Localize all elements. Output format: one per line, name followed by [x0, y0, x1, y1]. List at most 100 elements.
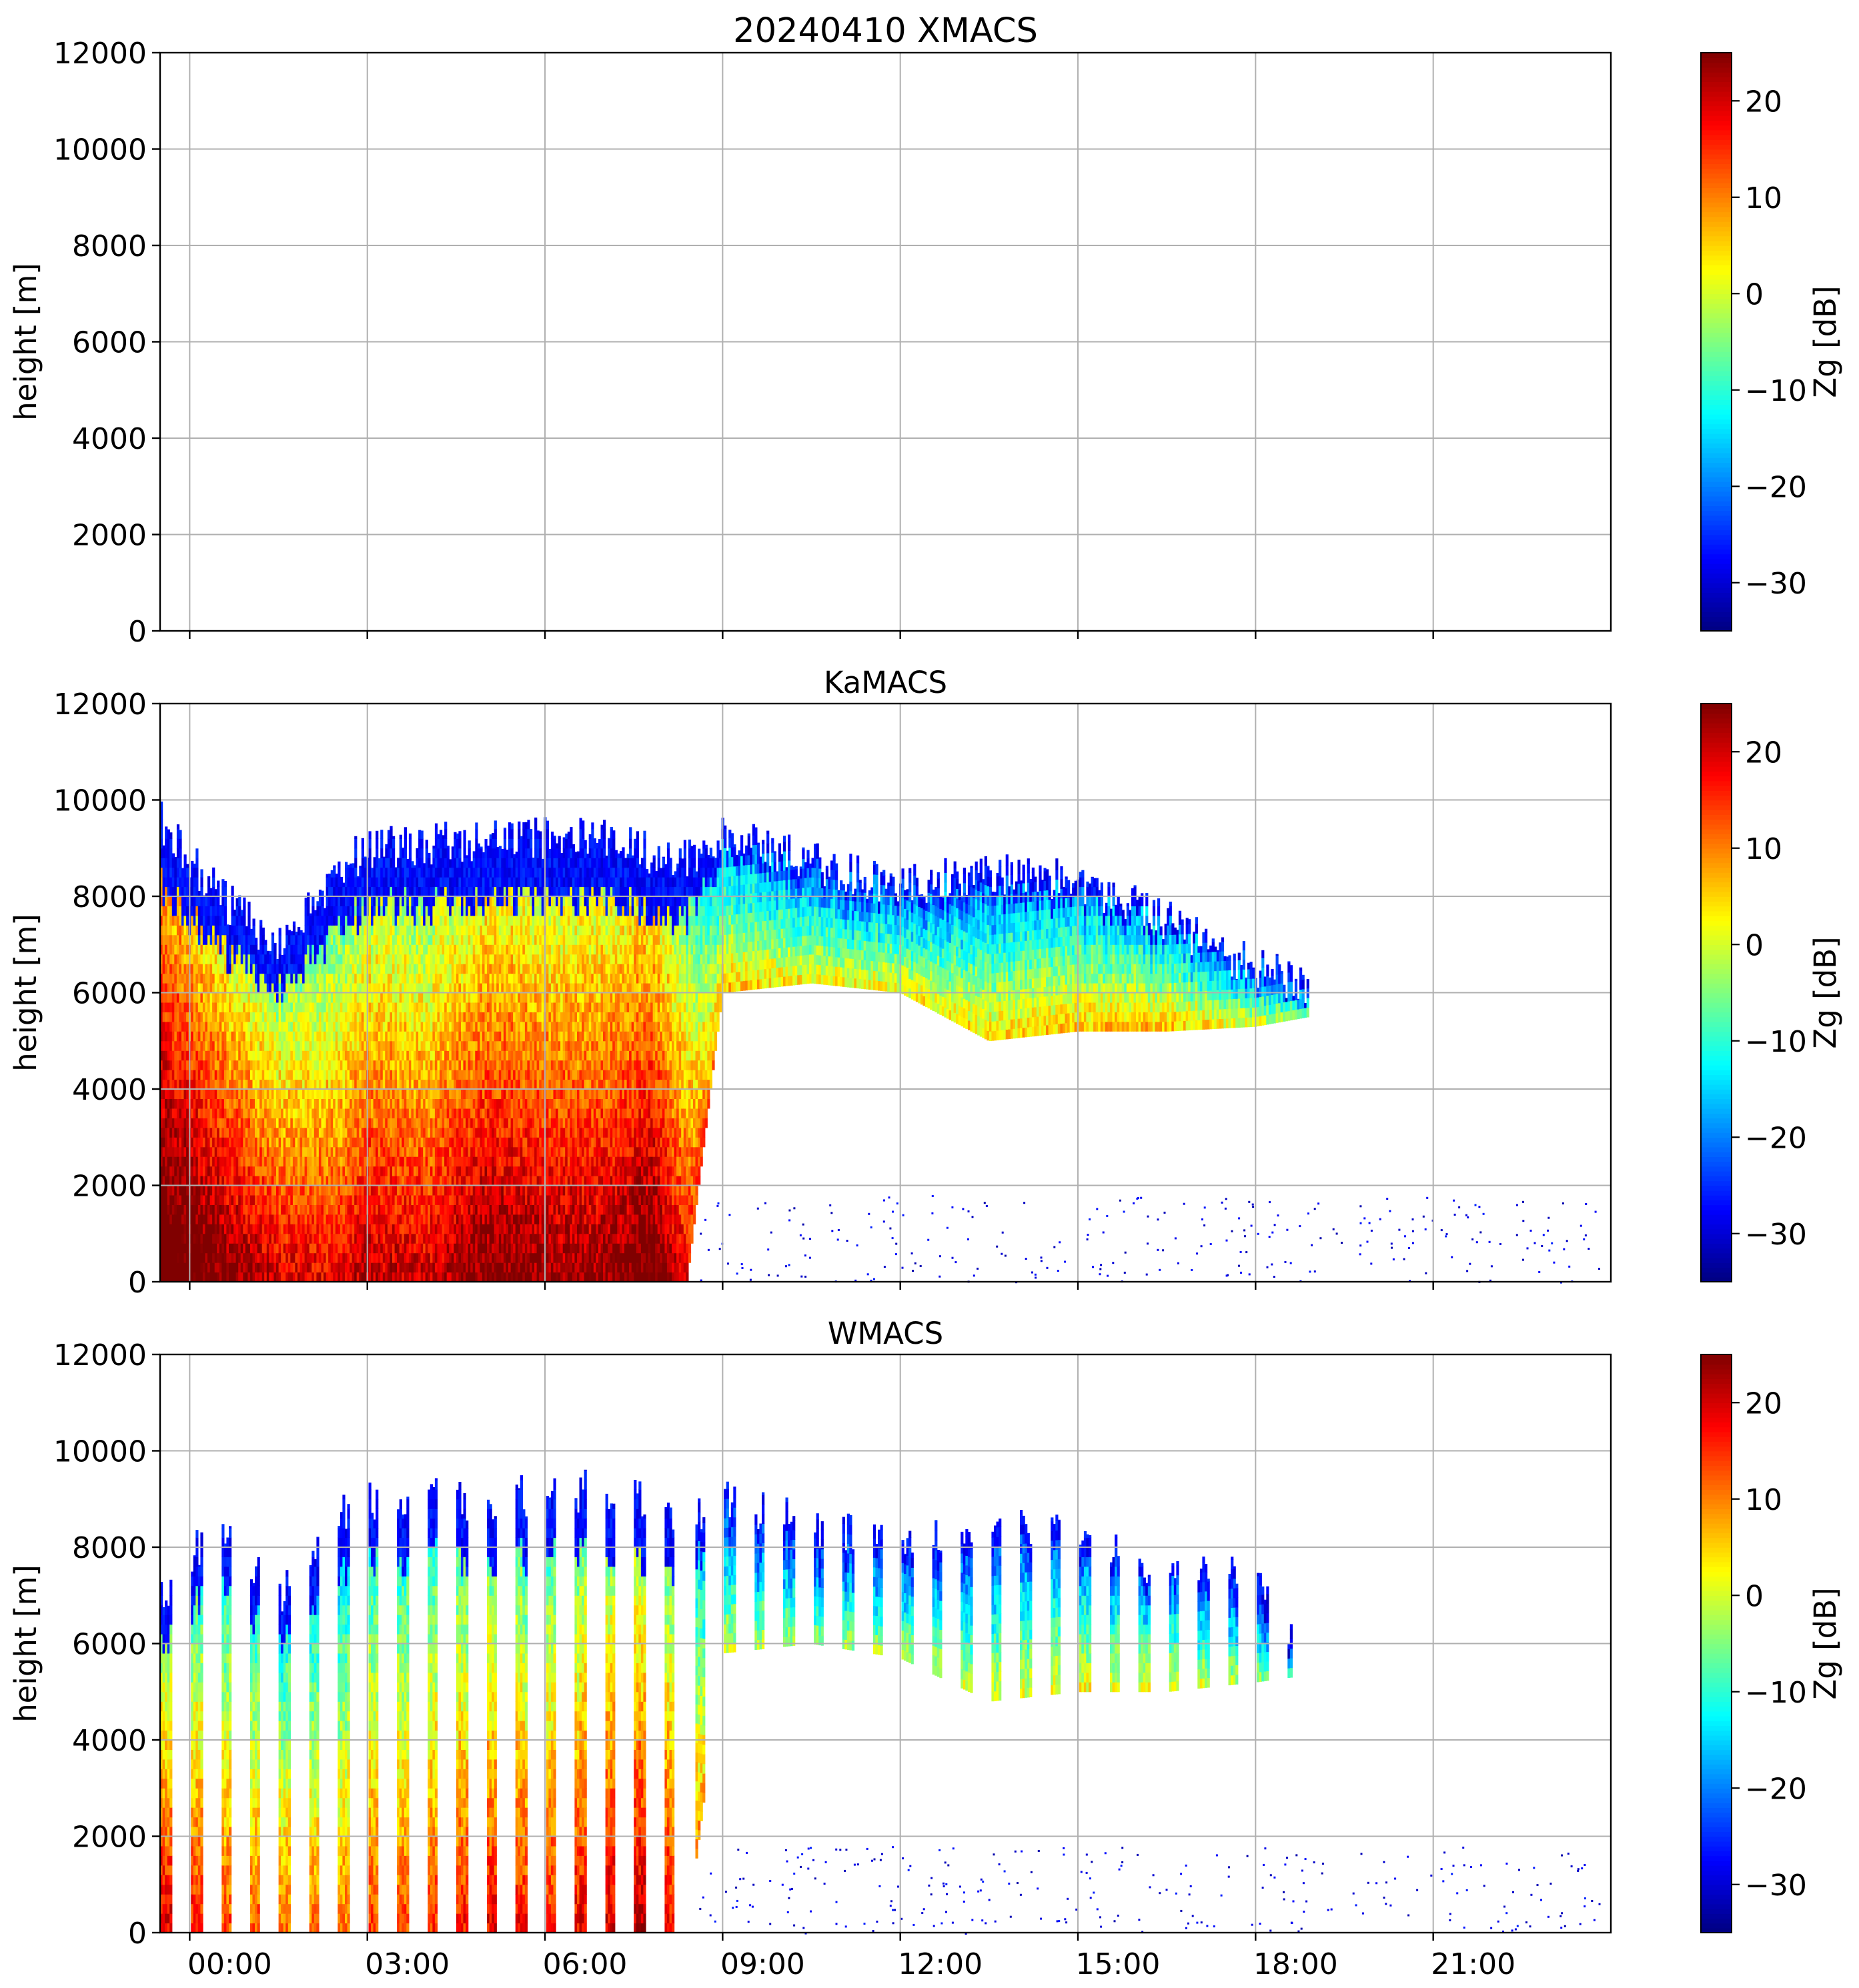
reflectivity-cell — [233, 1040, 237, 1051]
reflectivity-cell — [209, 1166, 213, 1176]
reflectivity-cell — [221, 964, 225, 974]
reflectivity-cell — [411, 1166, 414, 1176]
reflectivity-cell — [217, 1031, 220, 1042]
reflectivity-cell — [425, 1146, 428, 1157]
reflectivity-cell — [266, 1224, 269, 1234]
reflectivity-cell — [380, 1176, 384, 1186]
reflectivity-cell — [356, 1137, 360, 1148]
reflectivity-cell — [259, 1060, 263, 1070]
reflectivity-cell — [191, 1021, 194, 1032]
reflectivity-cell — [361, 964, 364, 974]
reflectivity-cell — [264, 1021, 267, 1032]
reflectivity-cell — [371, 1021, 374, 1032]
reflectivity-cell — [171, 906, 175, 916]
reflectivity-cell — [249, 1243, 253, 1254]
reflectivity-cell — [214, 925, 217, 936]
reflectivity-cell — [356, 1118, 360, 1128]
reflectivity-cell — [235, 1089, 239, 1099]
reflectivity-cell — [183, 877, 187, 888]
reflectivity-cell — [255, 1233, 258, 1244]
reflectivity-cell — [271, 944, 275, 955]
reflectivity-cell — [169, 867, 173, 878]
reflectivity-cell — [200, 1118, 203, 1128]
reflectivity-cell — [380, 858, 384, 868]
y-tick-label: 2000 — [72, 519, 147, 553]
reflectivity-cell — [397, 1040, 400, 1051]
colorbar-swatch — [1701, 120, 1732, 126]
reflectivity-cell — [309, 1252, 312, 1263]
reflectivity-cell — [191, 1040, 194, 1051]
reflectivity-cell — [205, 1243, 208, 1254]
reflectivity-cell — [264, 1224, 267, 1234]
reflectivity-cell — [380, 1243, 384, 1254]
reflectivity-cell — [285, 1137, 289, 1148]
reflectivity-cell — [380, 1233, 384, 1244]
reflectivity-cell — [186, 1127, 189, 1138]
reflectivity-cell — [406, 1012, 410, 1022]
reflectivity-cell — [202, 1252, 206, 1263]
reflectivity-cell — [261, 1137, 265, 1148]
reflectivity-cell — [276, 1195, 279, 1205]
reflectivity-cell — [171, 1050, 175, 1061]
reflectivity-cell — [299, 1012, 303, 1022]
reflectivity-cell — [314, 1098, 317, 1109]
reflectivity-cell — [392, 1040, 396, 1051]
reflectivity-cell — [226, 1060, 229, 1070]
reflectivity-cell — [416, 1166, 419, 1176]
colorbar-swatch — [1701, 471, 1732, 477]
reflectivity-cell — [209, 1002, 213, 1012]
reflectivity-cell — [271, 1243, 275, 1254]
reflectivity-cell — [233, 925, 237, 936]
reflectivity-cell — [181, 1089, 185, 1099]
reflectivity-cell — [420, 830, 424, 839]
reflectivity-cell — [420, 1098, 424, 1109]
reflectivity-cell — [209, 1012, 213, 1022]
reflectivity-cell — [385, 1137, 388, 1148]
reflectivity-cell — [221, 1185, 225, 1196]
reflectivity-cell — [212, 964, 215, 974]
reflectivity-cell — [217, 896, 220, 906]
reflectivity-cell — [304, 944, 307, 955]
reflectivity-cell — [416, 1108, 419, 1118]
reflectivity-cell — [169, 1040, 173, 1051]
reflectivity-cell — [333, 1127, 336, 1138]
reflectivity-cell — [354, 838, 358, 849]
reflectivity-cell — [261, 1214, 265, 1224]
reflectivity-cell — [160, 1137, 163, 1148]
reflectivity-cell — [276, 973, 279, 984]
reflectivity-cell — [247, 1002, 251, 1012]
reflectivity-cell — [240, 1021, 243, 1032]
reflectivity-cell — [278, 1233, 281, 1244]
reflectivity-cell — [160, 896, 163, 906]
reflectivity-cell — [324, 1002, 327, 1012]
reflectivity-cell — [425, 915, 428, 926]
reflectivity-cell — [169, 1108, 173, 1118]
reflectivity-cell — [342, 973, 346, 984]
reflectivity-cell — [261, 1012, 265, 1022]
reflectivity-cell — [402, 973, 405, 984]
reflectivity-cell — [197, 964, 201, 974]
reflectivity-cell — [295, 1204, 298, 1215]
reflectivity-cell — [385, 848, 388, 858]
reflectivity-cell — [167, 1214, 170, 1224]
reflectivity-cell — [430, 1214, 433, 1224]
reflectivity-cell — [193, 1002, 196, 1012]
reflectivity-cell — [223, 1272, 227, 1282]
reflectivity-cell — [290, 1070, 293, 1080]
reflectivity-cell — [219, 1272, 222, 1282]
reflectivity-cell — [380, 1262, 384, 1273]
reflectivity-cell — [269, 1031, 272, 1042]
colorbar-swatch — [1701, 149, 1732, 155]
reflectivity-cell — [287, 1050, 291, 1061]
reflectivity-cell — [371, 1137, 374, 1148]
reflectivity-cell — [328, 1272, 332, 1282]
reflectivity-cell — [231, 992, 234, 1003]
reflectivity-cell — [223, 1156, 227, 1167]
reflectivity-cell — [292, 1166, 296, 1176]
reflectivity-cell — [195, 1146, 199, 1157]
reflectivity-cell — [231, 1204, 234, 1215]
reflectivity-cell — [205, 1127, 208, 1138]
reflectivity-cell — [333, 1118, 336, 1128]
reflectivity-cell — [202, 1021, 206, 1032]
reflectivity-cell — [205, 1146, 208, 1157]
